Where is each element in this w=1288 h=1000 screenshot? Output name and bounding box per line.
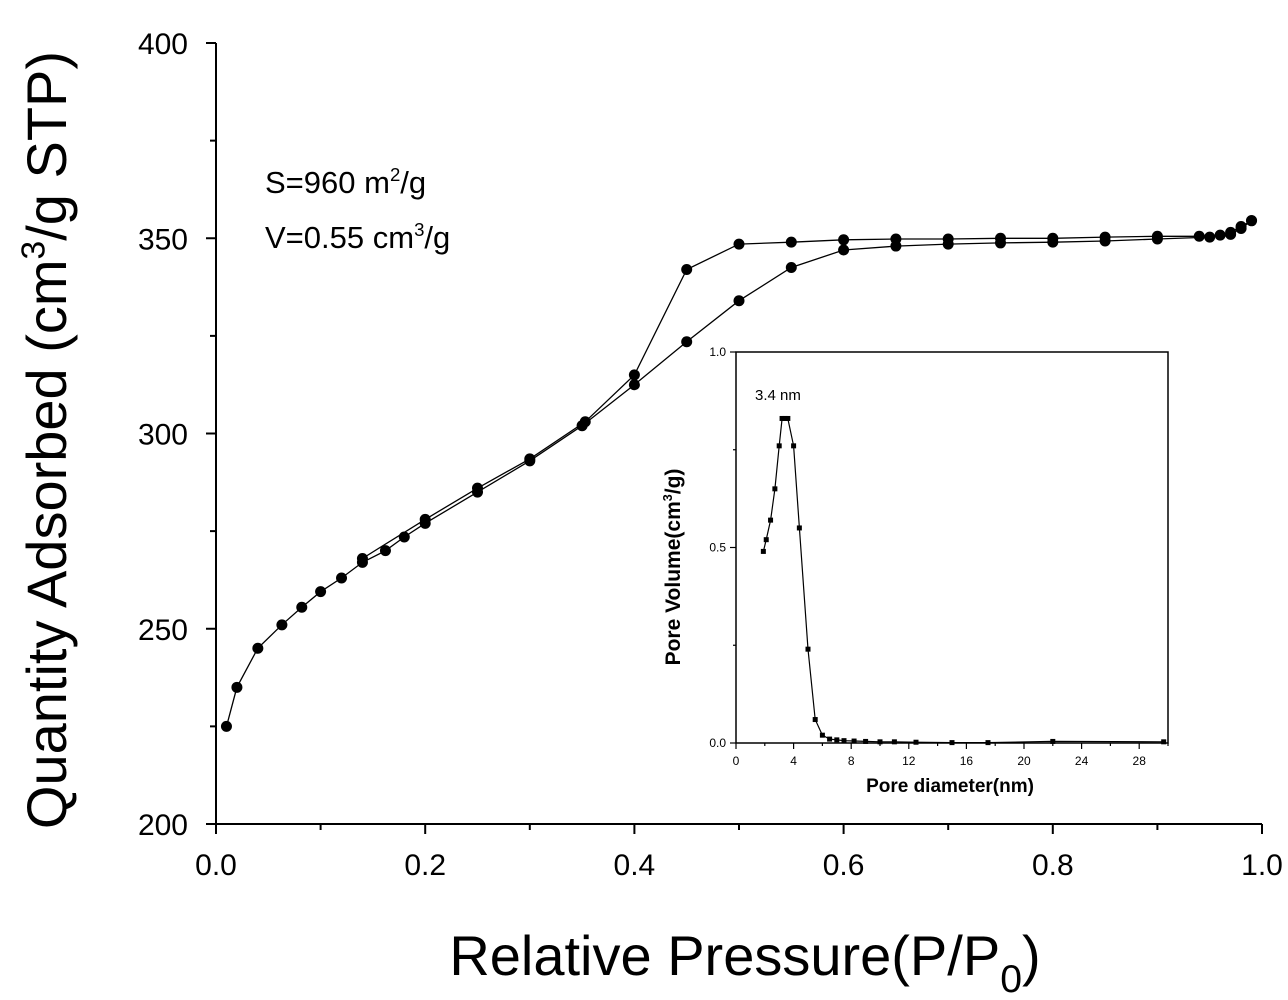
desorption-point xyxy=(785,236,797,248)
desorption-point xyxy=(472,482,483,494)
inset-x-tick-label: 0 xyxy=(733,754,740,768)
inset-y-axis-title: Pore Volume(cm3/g) xyxy=(661,469,685,666)
desorption-point xyxy=(1225,226,1237,238)
adsorption-point xyxy=(296,601,308,613)
inset-x-tick-label: 24 xyxy=(1075,754,1089,768)
psd-point xyxy=(776,443,782,449)
y-tick-label: 250 xyxy=(138,614,188,647)
psd-point xyxy=(812,717,818,723)
x-tick-label: 0.2 xyxy=(404,849,446,882)
psd-point xyxy=(785,415,791,421)
psd-point xyxy=(772,486,778,492)
psd-point xyxy=(796,525,802,531)
desorption-point xyxy=(890,233,902,245)
inset-x-tick-label: 16 xyxy=(960,754,974,768)
adsorption-point xyxy=(231,681,243,693)
psd-point xyxy=(827,736,833,742)
x-axis-title: Relative Pressure(P/P0) xyxy=(449,924,1040,1000)
desorption-point xyxy=(1193,230,1205,242)
psd-point xyxy=(863,738,869,744)
inset-frame xyxy=(735,351,1169,744)
psd-point xyxy=(779,415,785,421)
psd-point xyxy=(1050,738,1056,744)
adsorption-point xyxy=(276,619,288,631)
x-tick-label: 1.0 xyxy=(1241,849,1283,882)
psd-point xyxy=(841,738,847,744)
y-tick-label: 300 xyxy=(138,419,188,452)
inset-x-axis-title: Pore diameter(nm) xyxy=(866,776,1034,797)
psd-point xyxy=(891,739,897,745)
desorption-point xyxy=(419,513,431,525)
desorption-point xyxy=(1235,221,1247,233)
desorption-point xyxy=(1047,232,1059,244)
inset-x-tick-label: 20 xyxy=(1017,754,1031,768)
inset-x-tick-label: 28 xyxy=(1133,754,1147,768)
desorption-point xyxy=(838,234,850,246)
y-tick-label: 400 xyxy=(138,28,188,61)
psd-point xyxy=(949,740,955,746)
adsorption-point xyxy=(336,572,348,584)
inset-y-tick-label: 0.0 xyxy=(709,736,726,750)
y-tick-label: 200 xyxy=(138,809,188,842)
adsorption-point xyxy=(628,379,640,391)
adsorption-point xyxy=(379,545,391,557)
desorption-point xyxy=(1214,229,1226,241)
adsorption-point xyxy=(220,720,232,732)
adsorption-point xyxy=(252,642,264,654)
psd-point xyxy=(782,415,788,421)
psd-point xyxy=(913,739,919,745)
inset-plot: 0 4 8 12 16 20 24 28 0.0 0.5 1.0 Pore diameter(nm) P… xyxy=(661,345,1169,797)
x-tick-label: 0.6 xyxy=(823,849,865,882)
inset-x-tick-label: 12 xyxy=(902,754,916,768)
desorption-point xyxy=(1246,215,1258,227)
inset-x-tick-label: 8 xyxy=(848,754,855,768)
psd-point xyxy=(834,737,840,743)
y-axis-title: Quantity Adsorbed (cm3/g STP) xyxy=(15,51,78,829)
psd-point xyxy=(763,537,769,543)
y-tick-label: 350 xyxy=(138,223,188,256)
inset-y-tick-label: 1.0 xyxy=(709,345,726,359)
psd-point xyxy=(819,732,825,738)
psd-point xyxy=(985,740,991,746)
adsorption-point xyxy=(838,244,850,256)
x-tick-label: 0.0 xyxy=(195,849,237,882)
desorption-point xyxy=(356,552,368,564)
adsorption-point xyxy=(681,336,693,348)
surface-area-annotation: S=960 m2/g xyxy=(265,164,426,200)
psd-point xyxy=(760,548,766,554)
psd-point xyxy=(805,646,811,652)
peak-annotation: 3.4 nm xyxy=(755,387,801,404)
inset-y-tick-label: 0.5 xyxy=(709,541,726,555)
desorption-point xyxy=(995,232,1006,244)
desorption-point xyxy=(579,416,591,428)
x-tick-label: 0.4 xyxy=(614,849,656,882)
main-plot: 0.0 0.2 0.4 0.6 0.8 1.0200250300350400Relativ… xyxy=(15,28,1283,1000)
adsorption-point xyxy=(315,586,327,598)
desorption-point xyxy=(628,369,640,381)
psd-point xyxy=(851,738,857,744)
desorption-point xyxy=(733,238,745,250)
psd-point xyxy=(877,739,883,745)
adsorption-point xyxy=(785,262,797,274)
pore-volume-annotation: V=0.55 cm3/g xyxy=(265,219,450,255)
inset-x-tick-label: 4 xyxy=(790,754,797,768)
x-tick-label: 0.8 xyxy=(1032,849,1074,882)
desorption-point xyxy=(1151,230,1163,242)
desorption-point xyxy=(524,453,536,465)
psd-point xyxy=(1161,739,1167,745)
desorption-point xyxy=(1099,231,1111,243)
desorption-point xyxy=(681,263,693,275)
psd-point xyxy=(768,517,774,523)
psd-point xyxy=(791,443,797,449)
adsorption-point xyxy=(1204,231,1216,243)
adsorption-point xyxy=(733,295,745,307)
desorption-point xyxy=(942,233,954,245)
